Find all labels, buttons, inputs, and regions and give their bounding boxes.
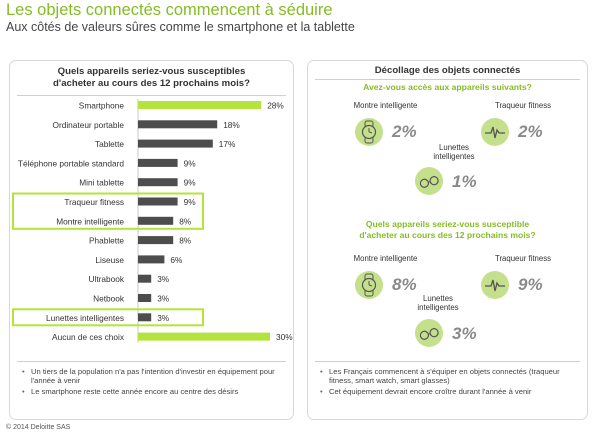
category-label: Smartphone [79,101,125,111]
bar [138,255,165,264]
category-label: Mini tablette [79,178,124,188]
highlight-box [12,192,204,230]
category-label: Phablette [89,236,124,246]
category-label: Netbook [93,294,125,304]
q1-glasses-value: 1% [452,172,477,191]
q2-watch-value: 8% [392,275,417,294]
category-label: Traqueur fitness [64,197,124,207]
value-label: 8% [179,216,192,226]
right-panel-divider [315,79,580,80]
q2-watch-label: Montre intelligente [353,254,418,263]
q1-watch-label: Montre intelligente [353,101,418,110]
copyright-footer: © 2014 Deloitte SAS [6,424,71,431]
page-subtitle: Aux côtés de valeurs sûres comme le smar… [6,20,355,34]
value-label: 9% [184,158,197,168]
value-label: 8% [179,236,192,246]
glasses-icon [415,319,443,347]
value-label: 9% [184,197,197,207]
q1-fitness-label: Traqueur fitness [494,101,552,110]
watch-icon [355,271,383,299]
note-bullet: Un tiers de la population n'a pas l'inte… [22,367,287,385]
left-panel: Quels appareils seriez-vous susceptibles… [9,60,294,420]
category-label: Aucun de ces choix [52,332,125,342]
bar [138,332,270,341]
q2-glasses-label-line1: Lunettes [423,294,453,303]
q1-watch-value: 2% [392,122,417,141]
bar [138,178,178,187]
left-notes-divider [17,361,286,362]
device-purchase-bar-chart: Smartphone 28% Ordinateur portable 18% Table… [12,99,293,343]
value-label: 6% [170,255,183,265]
value-label: 3% [157,294,170,304]
q2-fitness-value: 9% [518,275,543,294]
purchase-question-line2: d'acheter au cours des 12 prochains mois… [359,230,536,240]
highlight-box [12,308,204,327]
access-question: Avez-vous accès aux appareils suivants? [363,82,532,92]
left-notes: Un tiers de la population n'a pas l'inte… [22,367,287,398]
q1-glasses-label-line2: intelligentes [433,152,475,161]
bar [138,158,178,167]
value-label: 30% [276,332,293,342]
bar [138,294,152,302]
left-panel-title-line2: d'acheter au cours des 12 prochains mois… [53,78,250,89]
value-label: 17% [219,139,236,149]
left-panel-divider [17,95,286,96]
q1-fitness-value: 2% [518,122,543,141]
purchase-question-line1: Quels appareils seriez-vous susceptible [365,219,530,229]
category-label: Ordinateur portable [53,120,125,130]
category-label: Tablette [95,139,124,149]
note-bullet: Les Français commencent à s'équiper en o… [320,367,581,385]
value-label: 9% [184,178,197,188]
right-panel: Décollage des objets connectés Avez-vous… [307,60,588,420]
q2-glasses-value: 3% [452,324,477,343]
category-label: Ultrabook [88,274,124,284]
left-panel-title-line1: Quels appareils seriez-vous susceptibles [57,66,246,77]
pulse-icon [481,118,509,146]
glasses-icon [415,167,443,195]
pulse-icon [481,271,509,299]
right-notes: Les Français commencent à s'équiper en o… [320,367,581,398]
category-label: Téléphone portable standard [18,158,124,168]
q1-glasses-label-line1: Lunettes [439,143,469,152]
note-bullet: Cet équipement devrait encore croître du… [320,387,581,396]
category-label: Montre intelligente [56,216,124,226]
q2-fitness-label: Traqueur fitness [494,254,552,263]
bar [138,313,152,322]
right-panel-title: Décollage des objets connectés [374,65,521,76]
bar [138,120,218,129]
category-label: Lunettes intelligentes [46,313,124,323]
note-bullet: Le smartphone reste cette année encore a… [22,387,287,396]
category-label: Liseuse [95,255,124,265]
page-title: Les objets connectés commencent à séduir… [6,1,333,19]
bar [138,216,174,225]
value-label: 28% [267,101,284,111]
watch-icon [355,118,383,146]
bar [138,101,262,109]
value-label: 3% [157,313,170,323]
value-label: 18% [223,120,240,130]
q2-glasses-label-line2: intelligentes [417,303,459,312]
bar [138,274,152,283]
right-notes-divider [315,361,580,362]
value-label: 3% [157,274,170,284]
bar [138,236,174,245]
bar [138,139,213,148]
bar [138,197,178,206]
